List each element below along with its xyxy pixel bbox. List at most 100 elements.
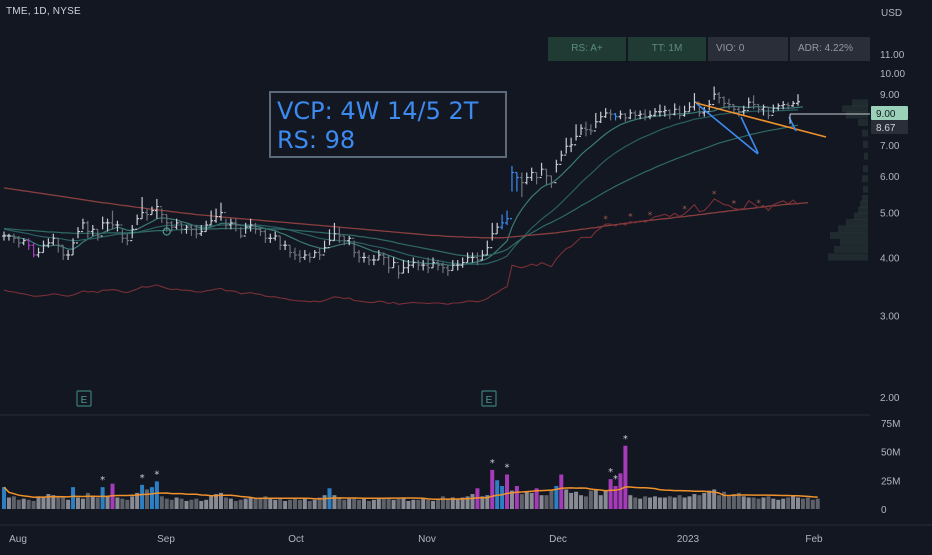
volume-bar	[312, 499, 317, 509]
volume-bar	[426, 499, 431, 509]
volume-bar	[292, 498, 297, 509]
ohlc-bar	[342, 235, 347, 246]
ohlc-bar	[209, 210, 214, 226]
ohlc-bar	[56, 237, 61, 253]
volume-bar	[179, 498, 184, 509]
volume-bar	[741, 496, 746, 509]
ohlc-bar	[564, 137, 569, 156]
ohlc-bar	[746, 97, 751, 112]
ohlc-bar	[159, 205, 164, 223]
volume-bar	[164, 498, 169, 509]
volume-bar	[697, 495, 702, 509]
ohlc-bar	[722, 96, 727, 109]
ohlc-bar	[741, 105, 746, 116]
ohlc-bar	[199, 224, 204, 236]
volume-bar	[490, 469, 495, 509]
volume-bar	[302, 498, 307, 509]
volume-bar	[574, 491, 579, 509]
volume-profile-bar	[864, 152, 868, 160]
volume-bar	[751, 497, 756, 509]
ohlc-bar	[519, 172, 524, 198]
ohlc-bar	[781, 101, 786, 110]
ohlc-bar	[796, 94, 800, 106]
volume-bar	[662, 497, 667, 509]
volume-bar	[643, 496, 648, 509]
price-tick-label: 4.00	[880, 253, 900, 264]
ohlc-bar	[6, 233, 11, 241]
volume-bar	[352, 497, 357, 509]
volume-bar	[559, 474, 564, 509]
volume-bar	[317, 497, 322, 509]
volume-bar	[90, 496, 95, 509]
ohlc-bar	[154, 198, 159, 219]
volume-bar	[652, 496, 657, 509]
time-tick-label: 2023	[677, 534, 700, 545]
pivot-marker	[162, 227, 171, 236]
volume-bar	[263, 496, 268, 509]
ohlc-bar	[302, 250, 307, 260]
volume-bar	[460, 497, 465, 509]
volume-bar	[465, 496, 470, 509]
volume-bar	[500, 486, 505, 509]
ohlc-bar	[233, 218, 238, 232]
ohlc-bar	[214, 208, 219, 223]
ohlc-bar	[761, 104, 766, 116]
ohlc-bar	[776, 103, 781, 111]
volume-bar	[169, 499, 174, 509]
rs-new-high-marker: *	[756, 199, 761, 209]
volume-bar	[603, 490, 608, 509]
ohlc-bar	[791, 101, 796, 107]
ohlc-bar	[61, 244, 66, 260]
volume-star-marker: *	[100, 475, 105, 486]
ohlc-bar	[248, 218, 253, 232]
volume-tick-label: 50M	[881, 448, 900, 459]
ohlc-bar	[628, 109, 633, 120]
ohlc-bar	[672, 103, 677, 116]
volume-bar	[31, 500, 36, 509]
ohlc-bar	[682, 105, 687, 117]
price-tick-label: 10.00	[880, 69, 905, 80]
ohlc-bar	[243, 222, 248, 237]
volume-bar	[722, 491, 727, 509]
volume-bar	[366, 500, 371, 509]
volume-star-marker: *	[154, 469, 159, 480]
volume-bar	[480, 496, 485, 509]
volume-bar	[766, 496, 771, 509]
ohlc-bar	[268, 233, 273, 243]
ohlc-bar	[712, 86, 717, 106]
volume-bar	[258, 497, 263, 509]
volume-bar	[228, 498, 233, 509]
time-tick-label: Aug	[9, 534, 27, 545]
volume-bar	[85, 492, 90, 509]
ohlc-bar	[406, 259, 411, 274]
ohlc-bar	[307, 252, 312, 263]
ohlc-bar	[652, 108, 657, 117]
volume-ma-line	[3, 486, 818, 500]
ohlc-bar	[115, 220, 120, 232]
ohlc-bar	[500, 214, 505, 230]
volume-bar	[194, 498, 199, 509]
volume-bar	[332, 495, 337, 509]
time-tick-label: Oct	[288, 534, 304, 545]
volume-bar	[529, 492, 534, 509]
ohlc-bar	[85, 220, 90, 239]
volume-bar	[105, 496, 110, 509]
volume-star-marker: *	[140, 473, 145, 484]
ohlc-bar	[633, 110, 638, 120]
volume-bar	[445, 498, 450, 509]
volume-bar	[184, 500, 189, 509]
volume-bar	[781, 498, 786, 509]
volume-bar	[283, 500, 288, 509]
ohlc-bar	[529, 167, 534, 181]
ohlc-bar	[46, 238, 51, 248]
volume-bar	[796, 497, 800, 509]
ohlc-bar	[435, 259, 440, 271]
ohlc-bar	[534, 171, 539, 185]
ohlc-bar	[381, 252, 386, 266]
ohlc-bar	[135, 214, 140, 230]
volume-profile-bar	[828, 253, 868, 261]
volume-bar	[238, 499, 243, 509]
volume-bar	[337, 497, 342, 509]
